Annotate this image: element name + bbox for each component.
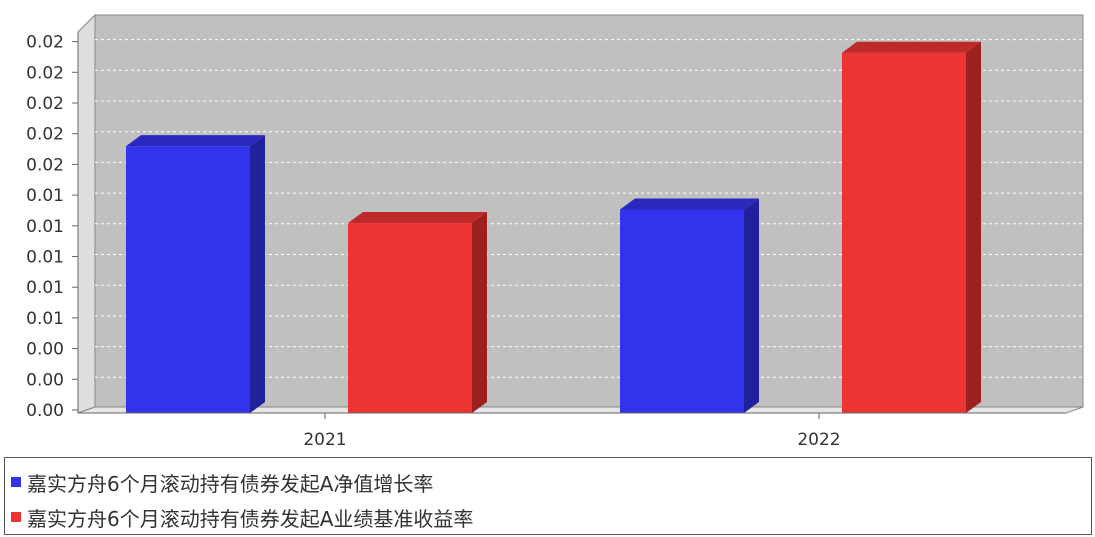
bar-front [348,223,472,413]
legend: 嘉实方舟6个月滚动持有债券发起A净值增长率 嘉实方舟6个月滚动持有债券发起A业绩… [4,457,1092,535]
y-tick-label: 0.00 [26,401,64,421]
x-tick-label: 2021 [303,430,346,450]
y-tick-label: 0.00 [26,340,64,360]
legend-swatch-red [11,512,21,522]
y-tick-label: 0.00 [26,370,64,390]
bar-front [126,146,250,413]
legend-swatch-blue [11,477,21,487]
bar-side [744,198,759,413]
x-axis: 2021 2022 [78,412,1066,450]
bar-2021-series-0 [126,135,265,413]
bar-front [842,52,966,413]
bar-2021-series-1 [348,212,487,413]
bar-2022-series-0 [620,198,759,413]
bar-2022-series-1 [842,41,981,413]
y-tick-label: 0.02 [26,63,64,83]
bar-top [348,212,487,224]
y-tick-label: 0.02 [26,125,64,145]
y-tick-label: 0.02 [26,94,64,114]
bar-side [966,41,981,413]
bar-top [620,198,759,210]
plot-left-wall [77,13,96,414]
bar-side [472,212,487,413]
y-tick-label: 0.01 [26,217,64,237]
legend-item-benchmark: 嘉实方舟6个月滚动持有债券发起A业绩基准收益率 [11,502,473,532]
legend-item-nav-growth: 嘉实方舟6个月滚动持有债券发起A净值增长率 [11,467,433,497]
bars [126,41,981,413]
bar-front [620,209,744,413]
legend-label-nav-growth: 嘉实方舟6个月滚动持有债券发起A净值增长率 [27,471,434,496]
x-tick-label: 2022 [797,430,840,450]
y-tick-label: 0.01 [26,309,64,329]
y-axis: 0.00 0.00 0.00 0.01 0.01 0.01 0.01 0.01 0.02 0.02… [26,32,79,421]
y-tick-label: 0.01 [26,278,64,298]
bar-top [126,135,265,147]
bar-chart: 0.00 0.00 0.00 0.01 0.01 0.01 0.01 0.01 0.02 0.02… [26,13,1084,450]
y-tick-label: 0.01 [26,186,64,206]
y-tick-label: 0.02 [26,33,64,53]
bar-top [842,41,981,53]
bar-side [250,135,265,413]
legend-label-benchmark: 嘉实方舟6个月滚动持有债券发起A业绩基准收益率 [27,506,474,531]
y-tick-label: 0.02 [26,155,64,175]
y-tick-label: 0.01 [26,248,64,268]
